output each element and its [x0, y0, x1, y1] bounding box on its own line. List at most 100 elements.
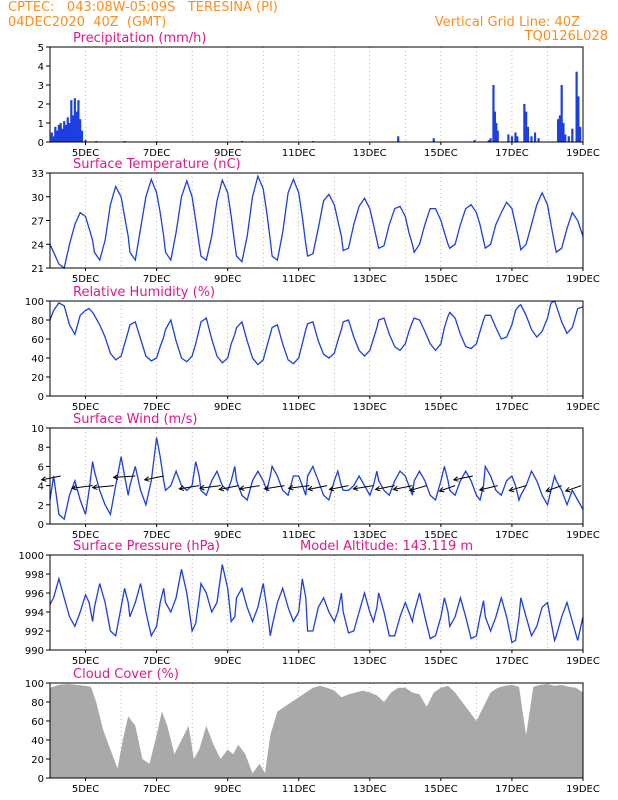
precip-bar [432, 138, 435, 142]
precip-bar [64, 124, 68, 142]
y-tick-label: 21 [31, 264, 44, 275]
precip-bar [56, 130, 59, 142]
y-tick-label: 994 [25, 608, 44, 619]
y-tick-label: 60 [31, 335, 44, 346]
pressure-line [49, 564, 584, 644]
y-tick-label: 8 [38, 443, 44, 454]
y-tick-label: 998 [25, 570, 44, 581]
x-tick-label: 5DEC [72, 530, 99, 541]
precip-bar [526, 126, 530, 142]
x-tick-label: 9DEC [214, 784, 241, 795]
y-tick-label: 0 [38, 520, 44, 531]
wind-arrow [408, 485, 427, 493]
precip-bar [80, 130, 84, 142]
precip-bar [54, 126, 57, 142]
precip-bar [575, 71, 578, 142]
x-tick-label: 17DEC [495, 530, 529, 541]
x-tick-label: 7DEC [143, 784, 170, 795]
precip-bar [473, 140, 476, 142]
humidity-panel: 0 20 40 60 80 100 5DEC 7DEC 9DEC 11DEC 13DEC 15DEC 1… [25, 285, 600, 413]
precip-bar [79, 119, 82, 142]
y-tick-label: 80 [31, 316, 44, 327]
wind-arrow [564, 485, 582, 493]
plot-frame [49, 554, 584, 651]
x-tick-label: 5DEC [72, 656, 99, 667]
precip-bar [579, 126, 582, 142]
precip-bar [493, 111, 496, 142]
y-tick-label: 1 [38, 119, 44, 130]
header-station: CPTEC: 043:08W-05:09S TERESINA (PI) [8, 0, 278, 15]
x-tick-label: 7DEC [143, 530, 170, 541]
precip-bar [75, 111, 78, 142]
precip-bar [487, 140, 490, 142]
x-tick-label: 7DEC [143, 274, 170, 285]
wind-arrow [263, 485, 285, 491]
cloud-cover-area [50, 684, 583, 778]
x-tick-label: 11DEC [282, 274, 316, 285]
y-tick-label: 4 [38, 62, 44, 73]
y-tick-label: 10 [31, 424, 44, 435]
precip-bar [63, 121, 66, 142]
wind-arrow [238, 485, 260, 491]
precip-bar [560, 85, 563, 142]
precip-bar [71, 115, 75, 142]
wind-arrow [218, 485, 239, 492]
precip-bar [557, 119, 560, 142]
pressure-title: Surface Pressure (hPa) [73, 539, 220, 554]
x-tick-label: 5DEC [72, 148, 99, 159]
y-tick-label: 2 [38, 501, 44, 512]
x-tick-label: 15DEC [424, 148, 458, 159]
precip-bar [57, 124, 60, 142]
precip-bar [73, 98, 76, 142]
x-tick-label: 13DEC [353, 530, 387, 541]
plot-frame [49, 172, 584, 269]
wind-arrow [91, 484, 115, 491]
precip-bar [492, 85, 495, 142]
humidity-line [49, 300, 584, 366]
wind-arrow [40, 475, 61, 482]
x-tick-label: 13DEC [353, 402, 387, 413]
precip-bar [495, 123, 498, 142]
wind-arrow [178, 485, 200, 491]
y-tick-label: 992 [25, 627, 44, 638]
y-tick-label: 60 [31, 717, 44, 728]
x-tick-label: 17DEC [495, 656, 529, 667]
y-tick-label: 996 [25, 589, 44, 600]
precipitation-title: Precipitation (mm/h) [73, 31, 206, 46]
x-tick-label: 15DEC [424, 784, 458, 795]
y-tick-label: 6 [38, 462, 44, 473]
x-tick-label: 19DEC [566, 148, 600, 159]
plot-frame [49, 427, 584, 525]
cloud-cover-title: Cloud Cover (%) [73, 667, 179, 682]
precip-bar [397, 136, 400, 142]
x-tick-label: 11DEC [282, 656, 316, 667]
y-tick-label: 80 [31, 698, 44, 709]
precip-bar [537, 138, 540, 142]
plot-frame [49, 46, 584, 143]
wind-arrow [392, 485, 413, 492]
y-tick-label: 40 [31, 354, 44, 365]
wind-arrow [352, 485, 374, 491]
precip-bar [558, 115, 562, 142]
x-tick-label: 13DEC [353, 274, 387, 285]
temperature-line [49, 174, 584, 270]
y-tick-label: 40 [31, 736, 44, 747]
x-tick-label: 7DEC [143, 656, 170, 667]
precip-bar [530, 136, 533, 142]
precipitation-panel: 0 1 2 3 4 5 5DEC 7DEC 9DEC 11DEC 13DEC 15DEC 17DEC 19… [38, 31, 600, 159]
x-tick-label: 7DEC [143, 148, 170, 159]
x-tick-label: 17DEC [495, 402, 529, 413]
x-tick-label: 9DEC [214, 530, 241, 541]
y-tick-label: 20 [31, 755, 44, 766]
precip-bar [516, 136, 519, 142]
x-tick-label: 19DEC [566, 784, 600, 795]
precip-bar [70, 100, 73, 142]
y-tick-label: 0 [38, 138, 44, 149]
wind-arrow [438, 485, 456, 493]
x-tick-label: 11DEC [282, 402, 316, 413]
x-tick-label: 19DEC [566, 656, 600, 667]
precip-bar [68, 123, 71, 142]
temperature-panel: 21 24 27 30 33 5DEC 7DEC 9DEC 11DEC 13DEC 15DEC 17D… [31, 157, 600, 285]
x-tick-label: 9DEC [214, 274, 241, 285]
